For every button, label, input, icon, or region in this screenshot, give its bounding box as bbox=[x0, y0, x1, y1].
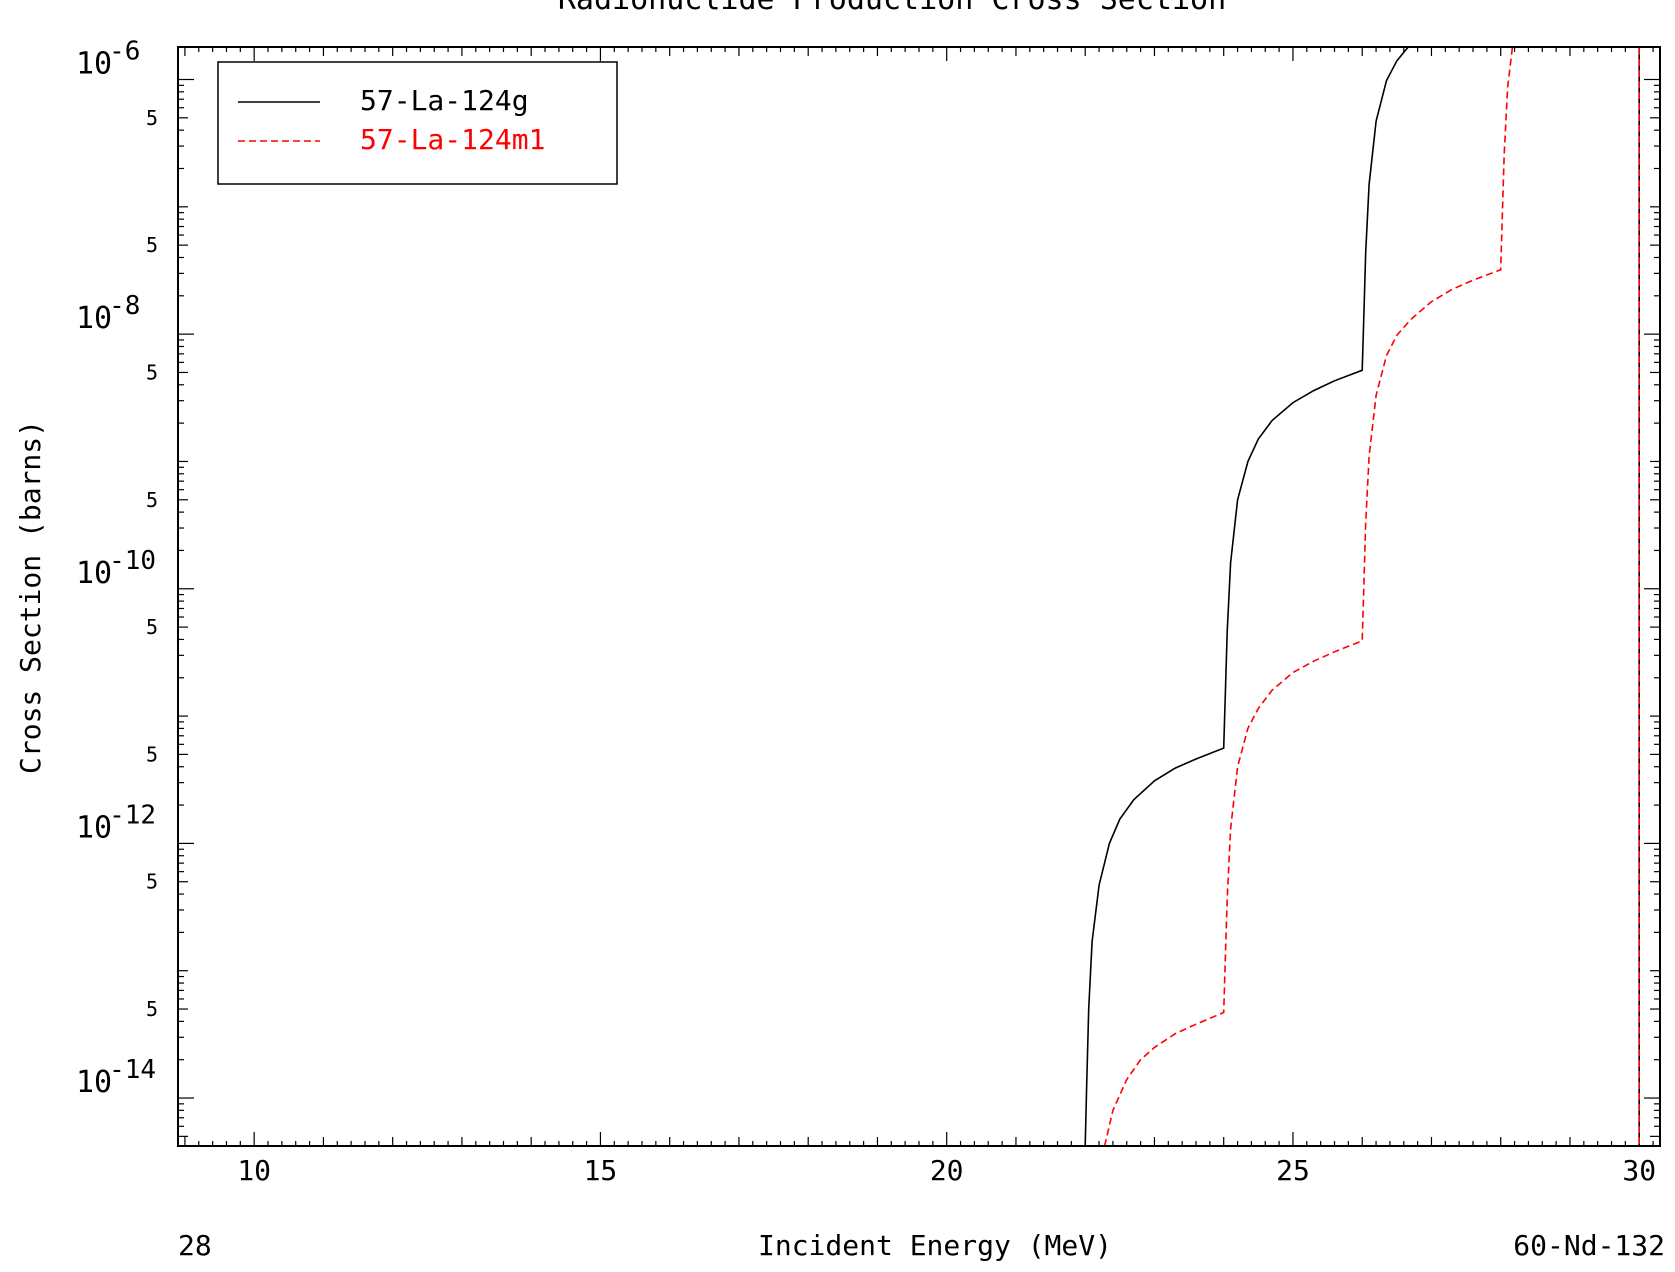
y-minor-label: 5 bbox=[146, 997, 158, 1021]
footer-right: 60-Nd-132 bbox=[1513, 1229, 1665, 1262]
y-decade-label: 10-14 bbox=[76, 1055, 156, 1100]
series-line-57-La-124m1 bbox=[1103, 47, 1640, 1146]
legend-label-57-La-124g: 57-La-124g bbox=[360, 84, 529, 117]
plot-frame bbox=[177, 46, 1661, 1147]
x-tick-label: 30 bbox=[1622, 1154, 1656, 1187]
x-tick-labels: 10 15 20 25 30 bbox=[237, 1154, 1656, 1187]
x-tick-label: 15 bbox=[584, 1154, 618, 1187]
y-tick-labels: 10-6 10-8 10-10 10-12 10-14 5 5 5 5 5 5 5 5 bbox=[76, 37, 158, 1101]
x-axis-label: Incident Energy (MeV) bbox=[758, 1229, 1112, 1262]
axis-ticks bbox=[178, 47, 1660, 1146]
legend-label-57-La-124m1: 57-La-124m1 bbox=[360, 123, 545, 156]
y-decade-label: 10-10 bbox=[76, 546, 156, 591]
y-minor-label: 5 bbox=[146, 488, 158, 512]
y-decade-label: 10-8 bbox=[76, 291, 140, 336]
y-decade-label: 10-6 bbox=[76, 37, 140, 82]
footer-left: 28 bbox=[178, 1229, 212, 1262]
chart-title: Radionuclide Production Cross Section bbox=[558, 0, 1226, 17]
x-tick-label: 10 bbox=[237, 1154, 271, 1187]
series-line-57-La-124g bbox=[1084, 47, 1640, 1146]
y-minor-label: 5 bbox=[146, 615, 158, 639]
y-minor-label: 5 bbox=[146, 106, 158, 130]
y-minor-label: 5 bbox=[146, 870, 158, 894]
legend-box bbox=[217, 61, 618, 185]
y-minor-label: 5 bbox=[146, 742, 158, 766]
y-decade-label: 10-12 bbox=[76, 800, 156, 845]
x-tick-label: 25 bbox=[1276, 1154, 1310, 1187]
series-layer bbox=[1084, 47, 1640, 1146]
legend: 57-La-124g 57-La-124m1 bbox=[217, 61, 618, 185]
y-minor-label: 5 bbox=[146, 233, 158, 257]
y-minor-label: 5 bbox=[146, 360, 158, 384]
x-tick-label: 20 bbox=[930, 1154, 964, 1187]
y-axis-label: Cross Section (barns) bbox=[14, 420, 47, 774]
